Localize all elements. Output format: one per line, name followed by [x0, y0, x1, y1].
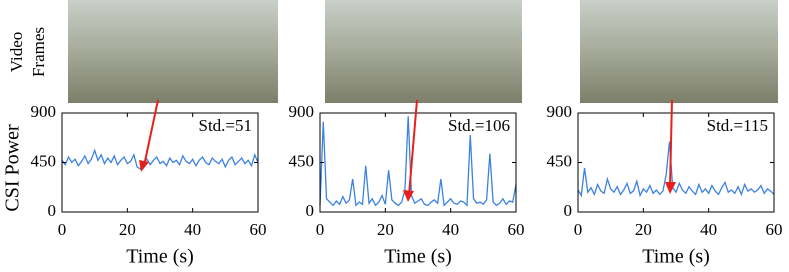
arrow-head [403, 190, 414, 202]
y-axis-label: CSI Power [2, 124, 24, 212]
x-tick-label: 60 [766, 220, 783, 239]
video-frame [68, 0, 278, 103]
video-label: Video [7, 32, 26, 73]
x-tick-label: 40 [184, 220, 201, 239]
annotation: Std.=106 [448, 116, 510, 135]
x-tick-label: 0 [574, 220, 583, 239]
y-tick-label: 0 [564, 201, 573, 220]
y-tick-label: 0 [48, 201, 57, 220]
x-tick-label: 20 [119, 220, 136, 239]
series-line [319, 116, 517, 207]
y-tick-label: 900 [31, 102, 57, 121]
x-tick-label: 0 [316, 220, 325, 239]
arrow-head [665, 182, 676, 194]
series-line [61, 148, 259, 171]
arrow [408, 99, 418, 196]
y-tick-label: 450 [547, 151, 573, 170]
annotation: Std.=51 [198, 116, 252, 135]
video-frame [325, 0, 522, 103]
x-axis-label: Time (s) [126, 246, 194, 268]
arrows [139, 99, 676, 202]
series-line [577, 141, 775, 198]
arrow-head [139, 160, 149, 172]
y-tick-label: 450 [31, 151, 57, 170]
x-tick-label: 0 [58, 220, 67, 239]
video-label: Frames [29, 27, 48, 77]
x-tick-label: 40 [442, 220, 459, 239]
y-tick-label: 900 [547, 102, 573, 121]
arrow [669, 99, 673, 188]
x-tick-label: 60 [250, 220, 267, 239]
arrow [143, 99, 159, 167]
annotation: Std.=115 [707, 116, 768, 135]
x-axis-label: Time (s) [384, 246, 452, 268]
y-tick-label: 450 [289, 151, 315, 170]
x-axis-label: Time (s) [642, 246, 710, 268]
x-tick-label: 20 [635, 220, 652, 239]
y-tick-label: 0 [306, 201, 315, 220]
x-tick-label: 20 [377, 220, 394, 239]
video-frame [580, 0, 778, 103]
x-tick-label: 60 [508, 220, 525, 239]
x-tick-label: 40 [700, 220, 717, 239]
y-tick-label: 900 [289, 102, 315, 121]
